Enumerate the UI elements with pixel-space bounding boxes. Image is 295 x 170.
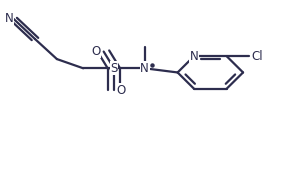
Text: O: O — [117, 83, 126, 97]
Text: N: N — [5, 12, 14, 26]
Text: S: S — [110, 62, 118, 75]
Text: Cl: Cl — [252, 50, 263, 63]
Text: N: N — [140, 62, 149, 75]
Text: N: N — [190, 50, 198, 63]
Text: O: O — [92, 45, 101, 58]
